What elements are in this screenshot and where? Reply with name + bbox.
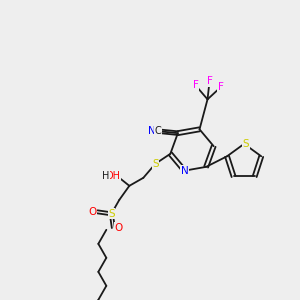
Text: O: O — [114, 223, 122, 233]
Text: OH: OH — [106, 171, 121, 181]
Text: S: S — [108, 209, 115, 219]
Text: C: C — [154, 126, 161, 136]
Text: F: F — [218, 82, 224, 92]
Text: O: O — [88, 207, 97, 217]
Text: F: F — [193, 80, 199, 90]
Text: S: S — [152, 159, 159, 169]
Text: H: H — [102, 171, 109, 181]
Text: F: F — [207, 76, 212, 86]
Text: N: N — [181, 166, 188, 176]
Text: S: S — [243, 139, 250, 149]
Text: N: N — [148, 126, 156, 136]
